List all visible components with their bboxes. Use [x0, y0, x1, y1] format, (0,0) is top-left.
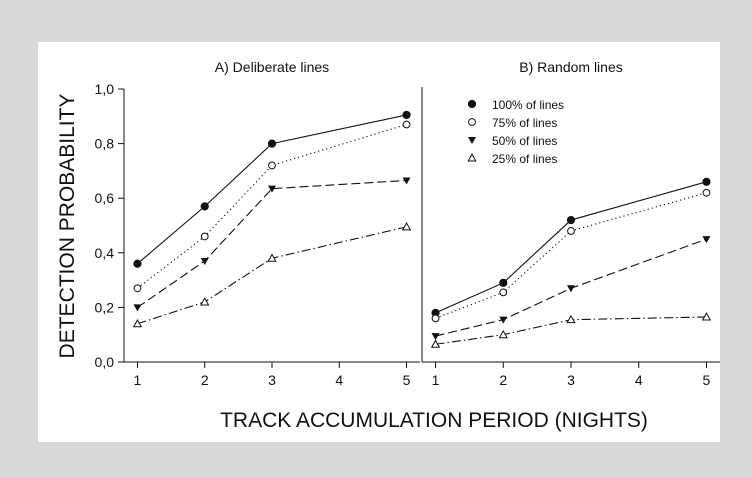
- x-tick-label: 1: [134, 372, 142, 388]
- y-tick-label: 0,0: [95, 354, 115, 370]
- legend-marker: [468, 137, 476, 144]
- data-point: [402, 110, 411, 120]
- series-2: [133, 120, 411, 293]
- y-tick-label: 0,4: [95, 245, 115, 261]
- series-4: [430, 312, 712, 348]
- series-4: [132, 222, 412, 328]
- data-point: [567, 285, 575, 293]
- series-3: [431, 236, 711, 341]
- series-3: [133, 177, 411, 312]
- data-point: [133, 304, 142, 312]
- data-point: [200, 257, 209, 265]
- y-axis-label: DETECTION PROBABILITY: [56, 94, 79, 359]
- x-tick-label: 5: [703, 372, 711, 388]
- data-point: [499, 316, 508, 324]
- panel-title: A) Deliberate lines: [215, 59, 329, 75]
- data-point: [267, 139, 277, 148]
- x-tick-label: 4: [335, 372, 343, 388]
- legend-marker: [467, 99, 477, 109]
- data-point: [499, 278, 508, 287]
- series-line: [137, 114, 407, 265]
- y-tick-label: 0,6: [95, 190, 115, 206]
- data-point: [267, 253, 277, 262]
- data-point: [702, 188, 711, 197]
- series-line: [435, 192, 707, 319]
- chart-panel: [38, 42, 720, 442]
- legend-label: 100% of lines: [492, 98, 564, 112]
- x-tick-label: 5: [403, 372, 411, 388]
- data-point: [268, 185, 276, 193]
- data-point: [499, 288, 508, 297]
- data-point: [200, 297, 210, 306]
- data-point: [132, 318, 143, 328]
- panel-title: B) Random lines: [519, 59, 623, 75]
- data-point: [133, 284, 142, 293]
- data-point: [431, 314, 440, 323]
- data-point: [401, 222, 412, 231]
- data-point: [702, 236, 711, 244]
- series-line: [435, 181, 707, 314]
- x-tick-label: 2: [201, 372, 209, 388]
- y-tick-label: 0,2: [95, 299, 115, 315]
- data-point: [566, 314, 576, 324]
- legend-marker: [467, 153, 477, 162]
- legend-label: 25% of lines: [492, 152, 557, 166]
- series-1: [133, 110, 411, 268]
- data-point: [701, 312, 712, 321]
- x-tick-label: 2: [499, 372, 507, 388]
- series-line: [137, 179, 407, 308]
- series-2: [431, 188, 711, 323]
- x-tick-label: 3: [567, 372, 575, 388]
- legend-label: 75% of lines: [492, 116, 557, 130]
- legend: 100% of lines 75% of lines 50% of lines 25%…: [467, 98, 564, 166]
- data-point: [402, 120, 411, 129]
- legend-label: 50% of lines: [492, 134, 557, 148]
- series-line: [435, 316, 707, 345]
- x-tick-label: 3: [268, 372, 276, 388]
- data-point: [566, 215, 576, 225]
- legend-marker: [468, 118, 476, 126]
- plot-panels: A) Deliberate lines 1 2 3 4 5 0,0 0,2 0,4 0,6 0,8 1…: [95, 59, 720, 388]
- data-point: [268, 161, 276, 170]
- x-tick-label: 1: [432, 372, 440, 388]
- data-point: [431, 333, 440, 341]
- series-line: [137, 226, 407, 325]
- data-point: [702, 177, 711, 186]
- x-axis-label: TRACK ACCUMULATION PERIOD (NIGHTS): [220, 409, 648, 432]
- data-point: [402, 177, 411, 185]
- data-point: [200, 232, 209, 241]
- series-line: [435, 238, 707, 337]
- data-point: [200, 202, 209, 211]
- panel-b: B) Random lines 1 2 3 4 5: [421, 59, 720, 388]
- x-tick-label: 4: [635, 372, 643, 388]
- panel-a: A) Deliberate lines 1 2 3 4 5 0,0 0,2 0,4 0,6 0,8 1…: [95, 59, 420, 388]
- data-point: [567, 227, 575, 235]
- series-line: [137, 123, 407, 289]
- series-1: [431, 177, 711, 317]
- data-point: [430, 339, 441, 348]
- data-point: [498, 329, 508, 339]
- y-tick-label: 0,8: [95, 136, 115, 152]
- y-tick-label: 1,0: [95, 81, 115, 97]
- data-point: [133, 259, 142, 268]
